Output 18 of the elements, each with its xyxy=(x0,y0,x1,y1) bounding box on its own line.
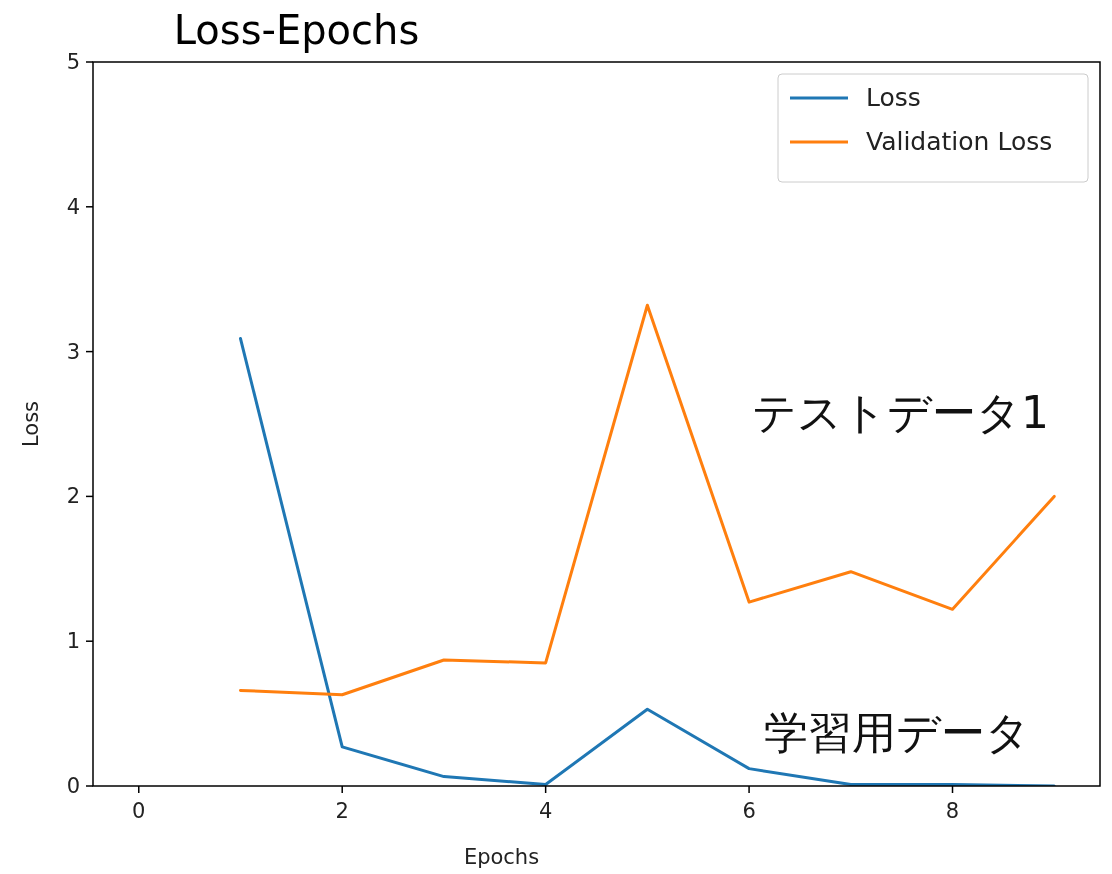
x-axis-title: Epochs xyxy=(463,845,540,869)
y-tick-label: 4 xyxy=(66,194,80,219)
y-axis-title: Loss xyxy=(19,400,43,448)
x-tick-label: 4 xyxy=(538,799,553,823)
chart-title: Loss-Epochs xyxy=(173,7,420,53)
annotation: 学習用データ xyxy=(764,707,1030,758)
x-tick-label: 0 xyxy=(132,799,146,823)
x-tick-label: 6 xyxy=(742,799,756,823)
legend-label: Validation Loss xyxy=(866,127,1053,156)
annotation: テストデータ1 xyxy=(752,387,1049,438)
y-tick-label: 1 xyxy=(66,629,80,654)
y-tick-label: 2 xyxy=(66,484,80,509)
y-tick-label: 0 xyxy=(66,774,80,798)
y-tick-label: 5 xyxy=(66,50,80,74)
y-tick-label: 3 xyxy=(66,339,80,364)
x-tick-label: 2 xyxy=(335,799,349,823)
x-tick-label: 8 xyxy=(945,799,960,823)
legend-label: Loss xyxy=(866,83,921,112)
